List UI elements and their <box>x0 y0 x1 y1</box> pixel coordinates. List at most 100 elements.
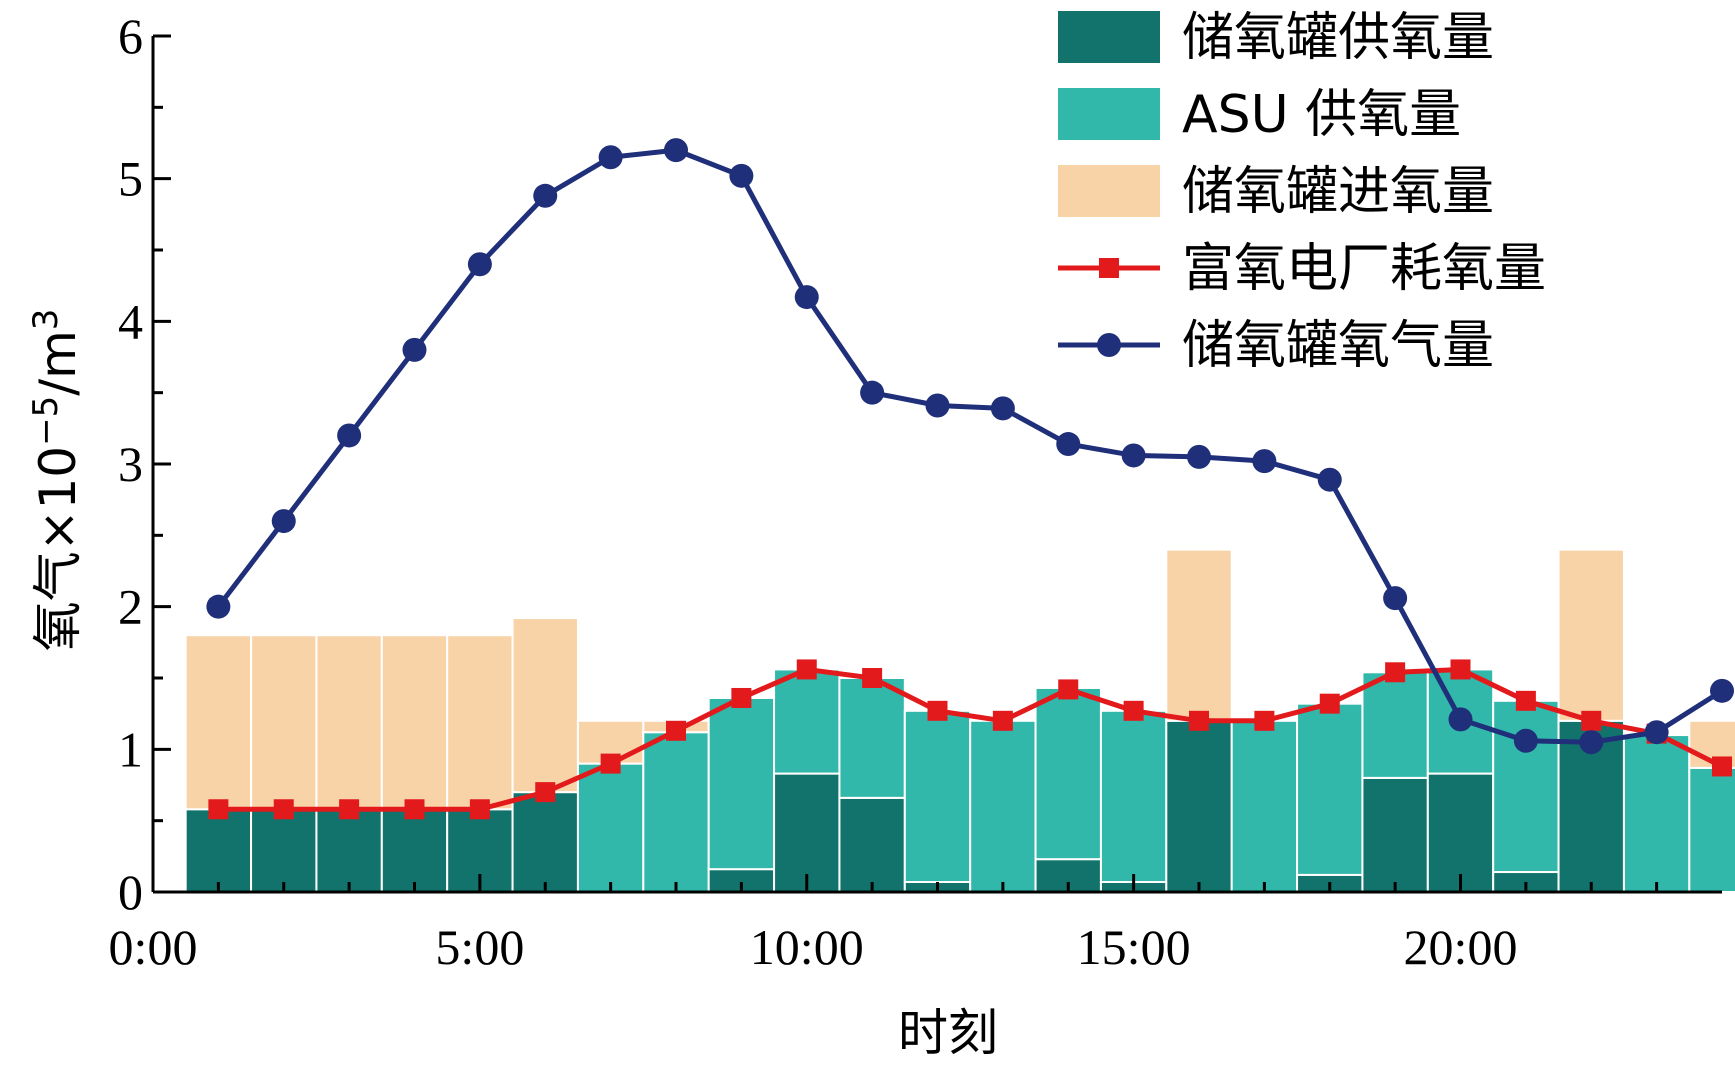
point-plant-consumption-10 <box>862 668 883 688</box>
lines-layer <box>206 138 1734 820</box>
point-tank-oxygen-5 <box>533 183 558 208</box>
y-tick-label-3: 3 <box>118 436 143 492</box>
legend-label-4: 储氧罐氧气量 <box>1182 316 1494 376</box>
x-tick-label-0: 0:00 <box>109 919 198 975</box>
bar-1-22 <box>1622 734 1691 893</box>
y-axis-title-unit-exp: 3 <box>26 309 66 331</box>
point-tank-oxygen-17 <box>1317 467 1342 492</box>
x-tick-label-2: 10:00 <box>750 919 864 975</box>
bar-1-17 <box>1296 702 1364 876</box>
x-axis-title: 时刻 <box>898 1004 998 1062</box>
point-tank-oxygen-14 <box>1121 443 1146 468</box>
y-tick-label-2: 2 <box>118 579 143 635</box>
legend-marker-4 <box>1097 333 1121 357</box>
point-plant-consumption-18 <box>1385 662 1406 683</box>
point-plant-consumption-23 <box>1712 756 1732 777</box>
ticks-layer: 0 1 2 3 4 5 6 0:00 5:00 10:00 15:00 20:00 <box>109 8 1659 975</box>
point-tank-oxygen-1 <box>271 509 296 534</box>
legend-label-3: 富氧电厂耗氧量 <box>1182 239 1546 299</box>
point-tank-oxygen-13 <box>1056 432 1081 457</box>
x-tick-label-3: 15:00 <box>1077 919 1191 975</box>
bar-1-23 <box>1688 766 1735 894</box>
bar-0-1 <box>250 808 318 894</box>
point-tank-oxygen-21 <box>1579 730 1604 755</box>
point-plant-consumption-21 <box>1581 710 1602 731</box>
point-plant-consumption-14 <box>1123 700 1144 721</box>
bar-1-6 <box>576 762 645 893</box>
bar-0-5 <box>511 791 579 894</box>
bar-0-2 <box>315 808 383 894</box>
bar-1-12 <box>969 719 1037 893</box>
point-plant-consumption-8 <box>731 687 752 708</box>
point-plant-consumption-5 <box>535 782 556 803</box>
y-axis-title-main: 氧气×10 <box>29 446 87 652</box>
point-plant-consumption-20 <box>1515 690 1536 711</box>
y-tick-label-4: 4 <box>118 293 143 349</box>
point-plant-consumption-9 <box>796 659 817 680</box>
bar-1-9 <box>773 668 841 775</box>
bar-1-13 <box>1034 686 1102 861</box>
point-tank-oxygen-15 <box>1187 444 1211 469</box>
bar-1-10 <box>838 677 906 799</box>
bar-0-3 <box>380 808 449 894</box>
x-tick-label-4: 20:00 <box>1404 919 1518 975</box>
legend-label-2: 储氧罐进氧量 <box>1182 162 1494 222</box>
bars-layer <box>184 548 1735 894</box>
point-tank-oxygen-6 <box>598 145 623 170</box>
y-tick-label-1: 1 <box>118 721 143 777</box>
point-tank-oxygen-8 <box>729 163 754 188</box>
point-plant-consumption-13 <box>1058 679 1079 700</box>
point-tank-oxygen-10 <box>860 380 885 405</box>
bar-0-0 <box>184 808 253 894</box>
point-plant-consumption-6 <box>600 753 621 774</box>
point-plant-consumption-12 <box>992 710 1013 731</box>
bar-2-21 <box>1557 548 1625 722</box>
bar-2-1 <box>250 634 318 811</box>
bar-0-19 <box>1426 772 1495 893</box>
bar-1-8 <box>707 696 776 871</box>
y-axis-title-exp: −5 <box>26 396 66 446</box>
line-plant-consumption <box>218 666 1724 812</box>
bar-2-15 <box>1165 548 1233 722</box>
bar-1-18 <box>1361 671 1429 779</box>
point-plant-consumption-15 <box>1189 710 1209 731</box>
bar-0-15 <box>1165 719 1233 893</box>
legend-swatch-0 <box>1058 11 1160 63</box>
point-plant-consumption-4 <box>469 799 490 820</box>
y-axis-title: 氧气×10−5/m3 <box>26 309 87 652</box>
y-tick-label-5: 5 <box>118 151 143 207</box>
legend-label-0: 储氧罐供氧量 <box>1182 8 1494 68</box>
point-tank-oxygen-9 <box>794 285 819 310</box>
bar-1-7 <box>642 731 710 893</box>
legend-swatch-2 <box>1058 165 1160 217</box>
y-axis-title-unit: /m <box>29 330 87 396</box>
bar-1-16 <box>1230 719 1299 893</box>
legend-swatch-1 <box>1058 88 1160 140</box>
point-tank-oxygen-7 <box>664 138 688 163</box>
bar-1-11 <box>903 709 972 884</box>
bar-1-14 <box>1099 709 1168 884</box>
bar-2-0 <box>184 634 253 811</box>
point-tank-oxygen-11 <box>925 393 950 418</box>
point-tank-oxygen-20 <box>1513 728 1538 753</box>
point-plant-consumption-1 <box>273 799 294 820</box>
point-tank-oxygen-18 <box>1383 586 1408 611</box>
y-tick-label-6: 6 <box>118 8 143 64</box>
point-tank-oxygen-23 <box>1710 678 1734 703</box>
point-plant-consumption-2 <box>339 799 360 820</box>
point-tank-oxygen-19 <box>1448 707 1473 732</box>
bar-0-10 <box>838 796 906 894</box>
point-plant-consumption-11 <box>927 700 948 721</box>
bar-2-4 <box>446 634 514 811</box>
point-tank-oxygen-0 <box>206 594 231 619</box>
bar-2-3 <box>380 634 449 811</box>
point-tank-oxygen-2 <box>337 423 362 448</box>
point-plant-consumption-16 <box>1254 710 1275 731</box>
bar-2-2 <box>315 634 383 811</box>
bar-2-5 <box>511 617 579 794</box>
bar-0-18 <box>1361 776 1429 893</box>
x-tick-label-1: 5:00 <box>435 919 524 975</box>
point-tank-oxygen-3 <box>402 337 427 362</box>
